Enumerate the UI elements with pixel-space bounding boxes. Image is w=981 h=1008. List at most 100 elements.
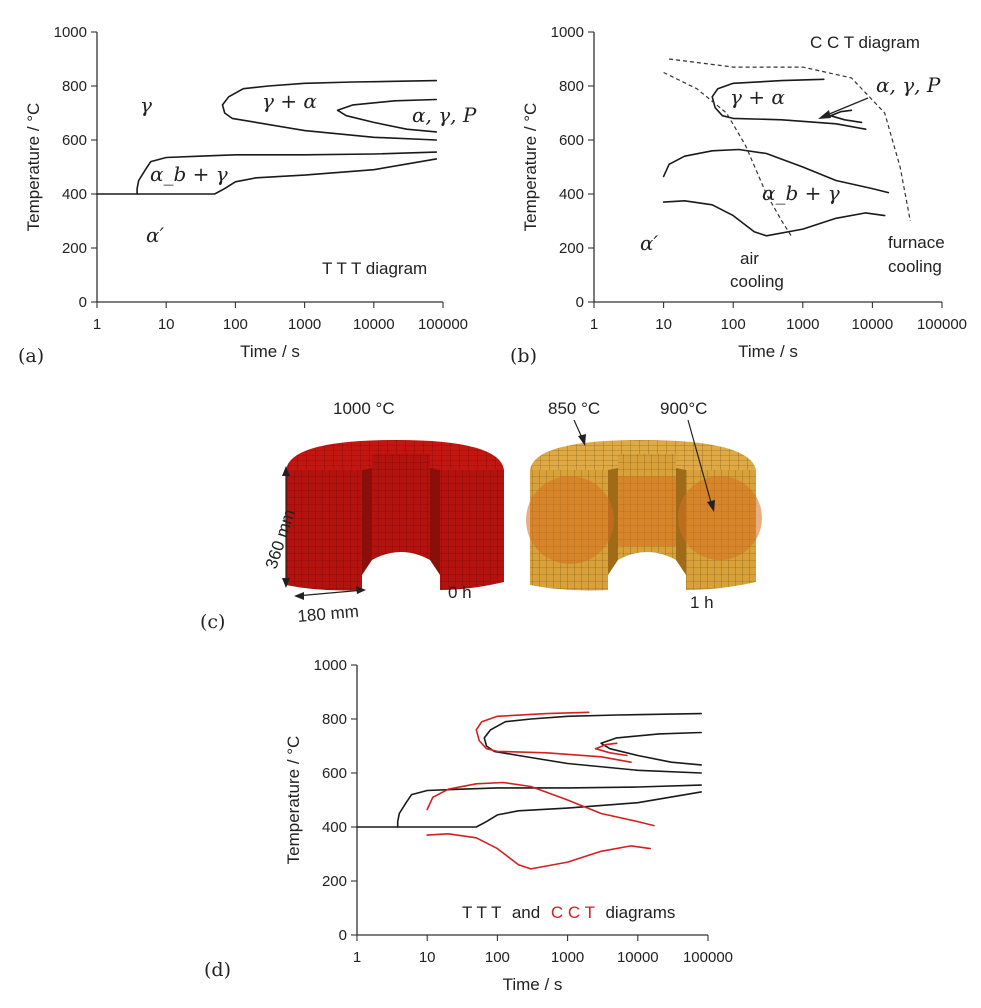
overlay-y-axis-label: Temperature / °C	[284, 736, 303, 865]
overlay-y-tick-label: 1000	[314, 657, 347, 674]
cct-curve-3	[662, 148, 890, 194]
time-label-1h: 1 h	[690, 593, 714, 612]
ttt-cct-overlay-chart: 1 10 100 1000 10000 100000 0 200 400 600 800 1000 Ti…	[284, 657, 733, 994]
overlay-x-tick-label: 1000	[551, 949, 584, 966]
cylinder-model-0h	[286, 440, 504, 591]
ttt-x-tick-label: 1000	[288, 316, 321, 333]
overlay-y-tick-label: 200	[322, 873, 347, 890]
radius-arrowhead-right	[356, 586, 366, 594]
ttt-curve-2	[336, 98, 438, 133]
overlay-x-tick-label: 1	[353, 949, 361, 966]
cct-y-axis-label: Temperature / °C	[521, 103, 540, 232]
cct-curve-4	[662, 200, 886, 237]
cct-y-tick-label: 600	[559, 132, 584, 149]
ttt-x-tick-label: 10	[158, 316, 175, 333]
ttt-y-axis-label: Temperature / °C	[24, 103, 43, 232]
overlay-ttt-curve-4	[356, 791, 702, 828]
cct-x-tick-label: 1	[590, 316, 598, 333]
overlay-cct-curve-3	[426, 781, 655, 827]
panel-label-c: (c)	[200, 611, 225, 633]
panel-label-b: (b)	[510, 345, 537, 367]
ttt-y-tick-label: 400	[62, 186, 87, 203]
height-arrowhead-bottom	[282, 578, 290, 588]
arrow-900	[687, 419, 713, 507]
ttt-x-tick-label: 1	[93, 316, 101, 333]
cct-y-tick-label: 1000	[551, 24, 584, 41]
phase-label-alpha-gamma-p: α, γ, P	[412, 103, 477, 127]
cct-curve-2	[829, 109, 863, 124]
cct-phase-label-gamma-alpha: γ + α	[730, 85, 785, 109]
cooling-curve-2	[669, 58, 911, 222]
legend-and: and	[512, 903, 540, 922]
ttt-curve-3	[136, 151, 438, 195]
phase-label-bainite-gamma: α_b + γ	[150, 162, 228, 186]
overlay-y-tick-label: 600	[322, 765, 347, 782]
phase-label-gamma: γ	[140, 93, 152, 117]
temp-label-850: 850 °C	[548, 399, 600, 418]
overlay-y-tick-label: 0	[339, 927, 347, 944]
cct-phase-label-martensite: α′	[640, 231, 659, 255]
ttt-x-tick-label: 100000	[418, 316, 468, 333]
cct-chart: 1 10 100 1000 10000 100000 0 200 400 600 800 1000 Ti…	[521, 24, 967, 361]
height-arrowhead-top	[282, 466, 290, 476]
radius-dimension-line	[295, 589, 365, 597]
cct-x-tick-label: 100000	[917, 316, 967, 333]
ttt-curve-1	[221, 79, 438, 141]
air-cooling-label-2: cooling	[730, 272, 784, 291]
cct-phase-label-bainite-gamma: α_b + γ	[762, 181, 840, 205]
cooling-curve-1	[663, 71, 793, 238]
temp-label-900: 900°C	[660, 399, 707, 418]
ttt-diagram-label: T T T diagram	[322, 259, 427, 278]
temp-label-1000: 1000 °C	[333, 399, 395, 418]
phase-label-gamma-alpha: γ + α	[262, 89, 317, 113]
radius-arrowhead-left	[294, 592, 304, 600]
furnace-cooling-label-2: cooling	[888, 257, 942, 276]
overlay-y-tick-label: 400	[322, 819, 347, 836]
cct-curve-1	[711, 78, 867, 130]
ttt-chart: 1 10 100 1000 10000 100000 0 200 400 600 800 1000 Ti…	[24, 24, 468, 361]
ttt-y-tick-label: 0	[79, 294, 87, 311]
cct-y-tick-label: 400	[559, 186, 584, 203]
arrowhead-900	[707, 500, 715, 512]
arrowhead-850	[578, 434, 586, 446]
cct-y-tick-label: 800	[559, 78, 584, 95]
overlay-x-tick-label: 100000	[683, 949, 733, 966]
ttt-y-tick-label: 600	[62, 132, 87, 149]
legend-cct: C C T	[551, 903, 595, 922]
overlay-x-tick-label: 10	[419, 949, 436, 966]
overlay-ttt-curve-2	[600, 731, 702, 766]
air-cooling-label-1: air	[740, 249, 759, 268]
cct-phase-label-alpha-gamma-p: α, γ, P	[876, 73, 941, 97]
overlay-x-tick-label: 10000	[617, 949, 659, 966]
legend-diagrams: diagrams	[605, 903, 675, 922]
ttt-x-tick-label: 100	[223, 316, 248, 333]
phase-label-martensite: α′	[146, 223, 165, 247]
panel-label-a: (a)	[18, 345, 44, 367]
overlay-legend: T T T and C C T diagrams	[462, 903, 675, 922]
ttt-x-tick-label: 10000	[353, 316, 395, 333]
time-label-0h: 0 h	[448, 583, 472, 602]
overlay-y-tick-label: 800	[322, 711, 347, 728]
cct-x-tick-label: 10	[655, 316, 672, 333]
cct-y-tick-label: 200	[559, 240, 584, 257]
overlay-ttt-curve-1	[483, 712, 702, 774]
cct-x-tick-label: 1000	[786, 316, 819, 333]
cct-x-axis-label: Time / s	[738, 342, 798, 361]
overlay-x-axis-label: Time / s	[503, 975, 563, 994]
cct-x-tick-label: 10000	[852, 316, 894, 333]
overlay-ttt-curve-3	[396, 784, 702, 828]
panel-label-d: (d)	[204, 959, 231, 981]
overlay-x-tick-label: 100	[485, 949, 510, 966]
overlay-cct-curve-4	[426, 833, 651, 870]
radius-dimension-label: 180 mm	[297, 602, 360, 626]
cylinder-model-1h	[526, 440, 762, 591]
ttt-y-tick-label: 200	[62, 240, 87, 257]
ttt-curve-4	[96, 158, 438, 195]
ttt-y-tick-label: 1000	[54, 24, 87, 41]
cct-x-tick-label: 100	[721, 316, 746, 333]
cct-diagram-label: C C T diagram	[810, 33, 920, 52]
overlay-cct-curve-2	[594, 742, 628, 757]
ttt-x-axis-label: Time / s	[240, 342, 300, 361]
alpha-gamma-p-arrowhead	[818, 110, 831, 119]
